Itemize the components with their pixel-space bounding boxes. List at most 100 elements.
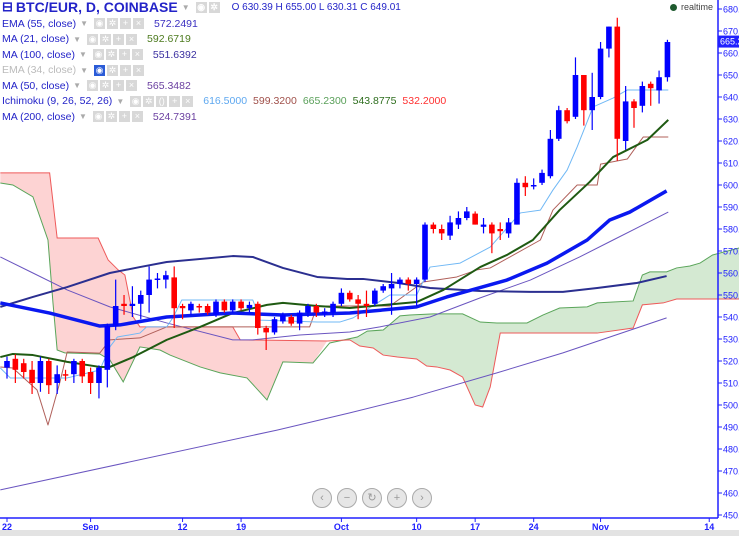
candle-body (179, 306, 186, 309)
candle-body (397, 279, 403, 284)
candle (305, 303, 311, 317)
candle (447, 215, 453, 240)
candle-body (280, 314, 286, 322)
price-axis[interactable]: 680.0 670.0 660.0 650.0 640.0 630.0 620.0 610.0… (717, 0, 739, 521)
candle-body (413, 279, 420, 284)
indicator-name[interactable]: MA (50, close) (2, 79, 70, 92)
close-icon[interactable]: × (133, 64, 145, 76)
candle-body (464, 211, 470, 218)
chevron-down-icon[interactable]: ▼ (73, 34, 82, 44)
plus-icon[interactable]: + (113, 33, 125, 45)
chevron-down-icon[interactable]: ▼ (78, 50, 87, 60)
candle-body (271, 319, 278, 333)
candle (480, 218, 487, 234)
indicator-name[interactable]: EMA (55, close) (2, 17, 77, 30)
x-tick-label: Oct (334, 522, 349, 532)
zoom-in-button[interactable]: + (387, 488, 407, 508)
candle (280, 312, 286, 324)
indicator-value: 572.2491 (154, 17, 198, 30)
plus-icon[interactable]: + (120, 18, 132, 30)
reset-button[interactable]: ↻ (362, 488, 382, 508)
chevron-down-icon[interactable]: ▼ (80, 65, 89, 75)
candle (505, 218, 512, 238)
brackets-icon[interactable]: () (156, 95, 168, 107)
candle (631, 99, 637, 128)
candle-body (137, 295, 144, 304)
y-tick-label: 560.0 (723, 269, 739, 279)
gear-icon[interactable]: ✲ (107, 64, 119, 76)
candle-body (656, 77, 662, 91)
y-tick-label: 630.0 (723, 115, 739, 125)
eye-icon[interactable]: ◉ (92, 111, 104, 123)
last-price-tag: 665.2 (718, 35, 739, 48)
eye-icon[interactable]: ◉ (87, 33, 99, 45)
candles (4, 17, 671, 399)
eye-icon[interactable]: ◉ (87, 80, 99, 92)
indicator-value: 599.3200 (253, 95, 297, 108)
plus-icon[interactable]: + (169, 95, 181, 107)
series-ma-50-close- (0, 211, 669, 341)
zoom-out-button[interactable]: − (337, 488, 357, 508)
gear-icon[interactable]: ✲ (107, 18, 119, 30)
candle (62, 369, 69, 381)
close-icon[interactable]: × (126, 80, 138, 92)
series-ma-200-close- (0, 317, 667, 491)
indicator-name[interactable]: MA (21, close) (2, 33, 70, 46)
candle (146, 266, 152, 313)
candle (79, 358, 86, 383)
chevron-down-icon[interactable]: ▼ (78, 112, 87, 122)
plus-icon[interactable]: + (113, 80, 125, 92)
chevron-down-icon[interactable]: ▼ (80, 19, 89, 29)
candle (438, 224, 445, 240)
candle (96, 365, 102, 399)
candle (37, 356, 44, 392)
indicator-value: 543.8775 (352, 95, 397, 108)
candle-body (37, 361, 44, 383)
eye-icon[interactable]: ◉ (94, 18, 106, 30)
candle (46, 358, 52, 394)
scroll-right-button[interactable]: › (412, 488, 432, 508)
close-icon[interactable]: × (126, 33, 138, 45)
eye-icon[interactable]: ◉ (130, 95, 142, 107)
candle-body (539, 172, 545, 183)
indicator-name[interactable]: EMA (34, close) (2, 64, 77, 77)
candle (664, 39, 671, 82)
scroll-left-button[interactable]: ‹ (312, 488, 332, 508)
chevron-down-icon[interactable]: ▼ (73, 81, 82, 91)
candle-body (555, 110, 562, 139)
collapse-icon[interactable]: ⊟ (2, 0, 13, 14)
eye-icon[interactable]: ◉ (92, 49, 104, 61)
close-icon[interactable]: × (131, 111, 143, 123)
plus-icon[interactable]: + (118, 49, 130, 61)
close-icon[interactable]: × (133, 18, 145, 30)
candle-body (87, 372, 94, 383)
candle (196, 303, 203, 313)
series-tenkan (0, 89, 669, 379)
chevron-down-icon[interactable]: ▼ (116, 96, 125, 106)
gear-icon[interactable]: ✲ (143, 95, 155, 107)
plus-icon[interactable]: + (120, 64, 132, 76)
time-axis[interactable]: 22 Sep 12 19 Oct 10 17 24 Nov 14 (0, 517, 718, 532)
indicator-name[interactable]: MA (100, close) (2, 48, 75, 61)
close-icon[interactable]: × (131, 49, 143, 61)
close-icon[interactable]: × (182, 95, 194, 107)
gear-icon[interactable]: ✲ (100, 80, 112, 92)
chevron-down-icon[interactable]: ▼ (181, 2, 190, 12)
gear-icon[interactable]: ✲ (105, 49, 117, 61)
indicator-value: 524.7391 (152, 110, 197, 123)
gear-icon[interactable]: ✲ (100, 33, 112, 45)
candle-body (12, 358, 19, 370)
candle-body (363, 303, 370, 306)
candle-body (631, 101, 637, 108)
gear-icon[interactable]: ✲ (208, 1, 220, 13)
indicator-value: 616.5000 (203, 95, 248, 108)
eye-icon[interactable]: ◉ (94, 64, 106, 76)
indicator-name[interactable]: MA (200, close) (2, 110, 75, 123)
indicator-name[interactable]: Ichimoku (9, 26, 52, 26) (2, 95, 113, 108)
gear-icon[interactable]: ✲ (105, 111, 117, 123)
symbol-title[interactable]: BTC/EUR, D, COINBASE (15, 0, 178, 15)
plus-icon[interactable]: + (118, 111, 130, 123)
candle-body (112, 306, 119, 326)
eye-icon[interactable]: ◉ (195, 1, 207, 13)
